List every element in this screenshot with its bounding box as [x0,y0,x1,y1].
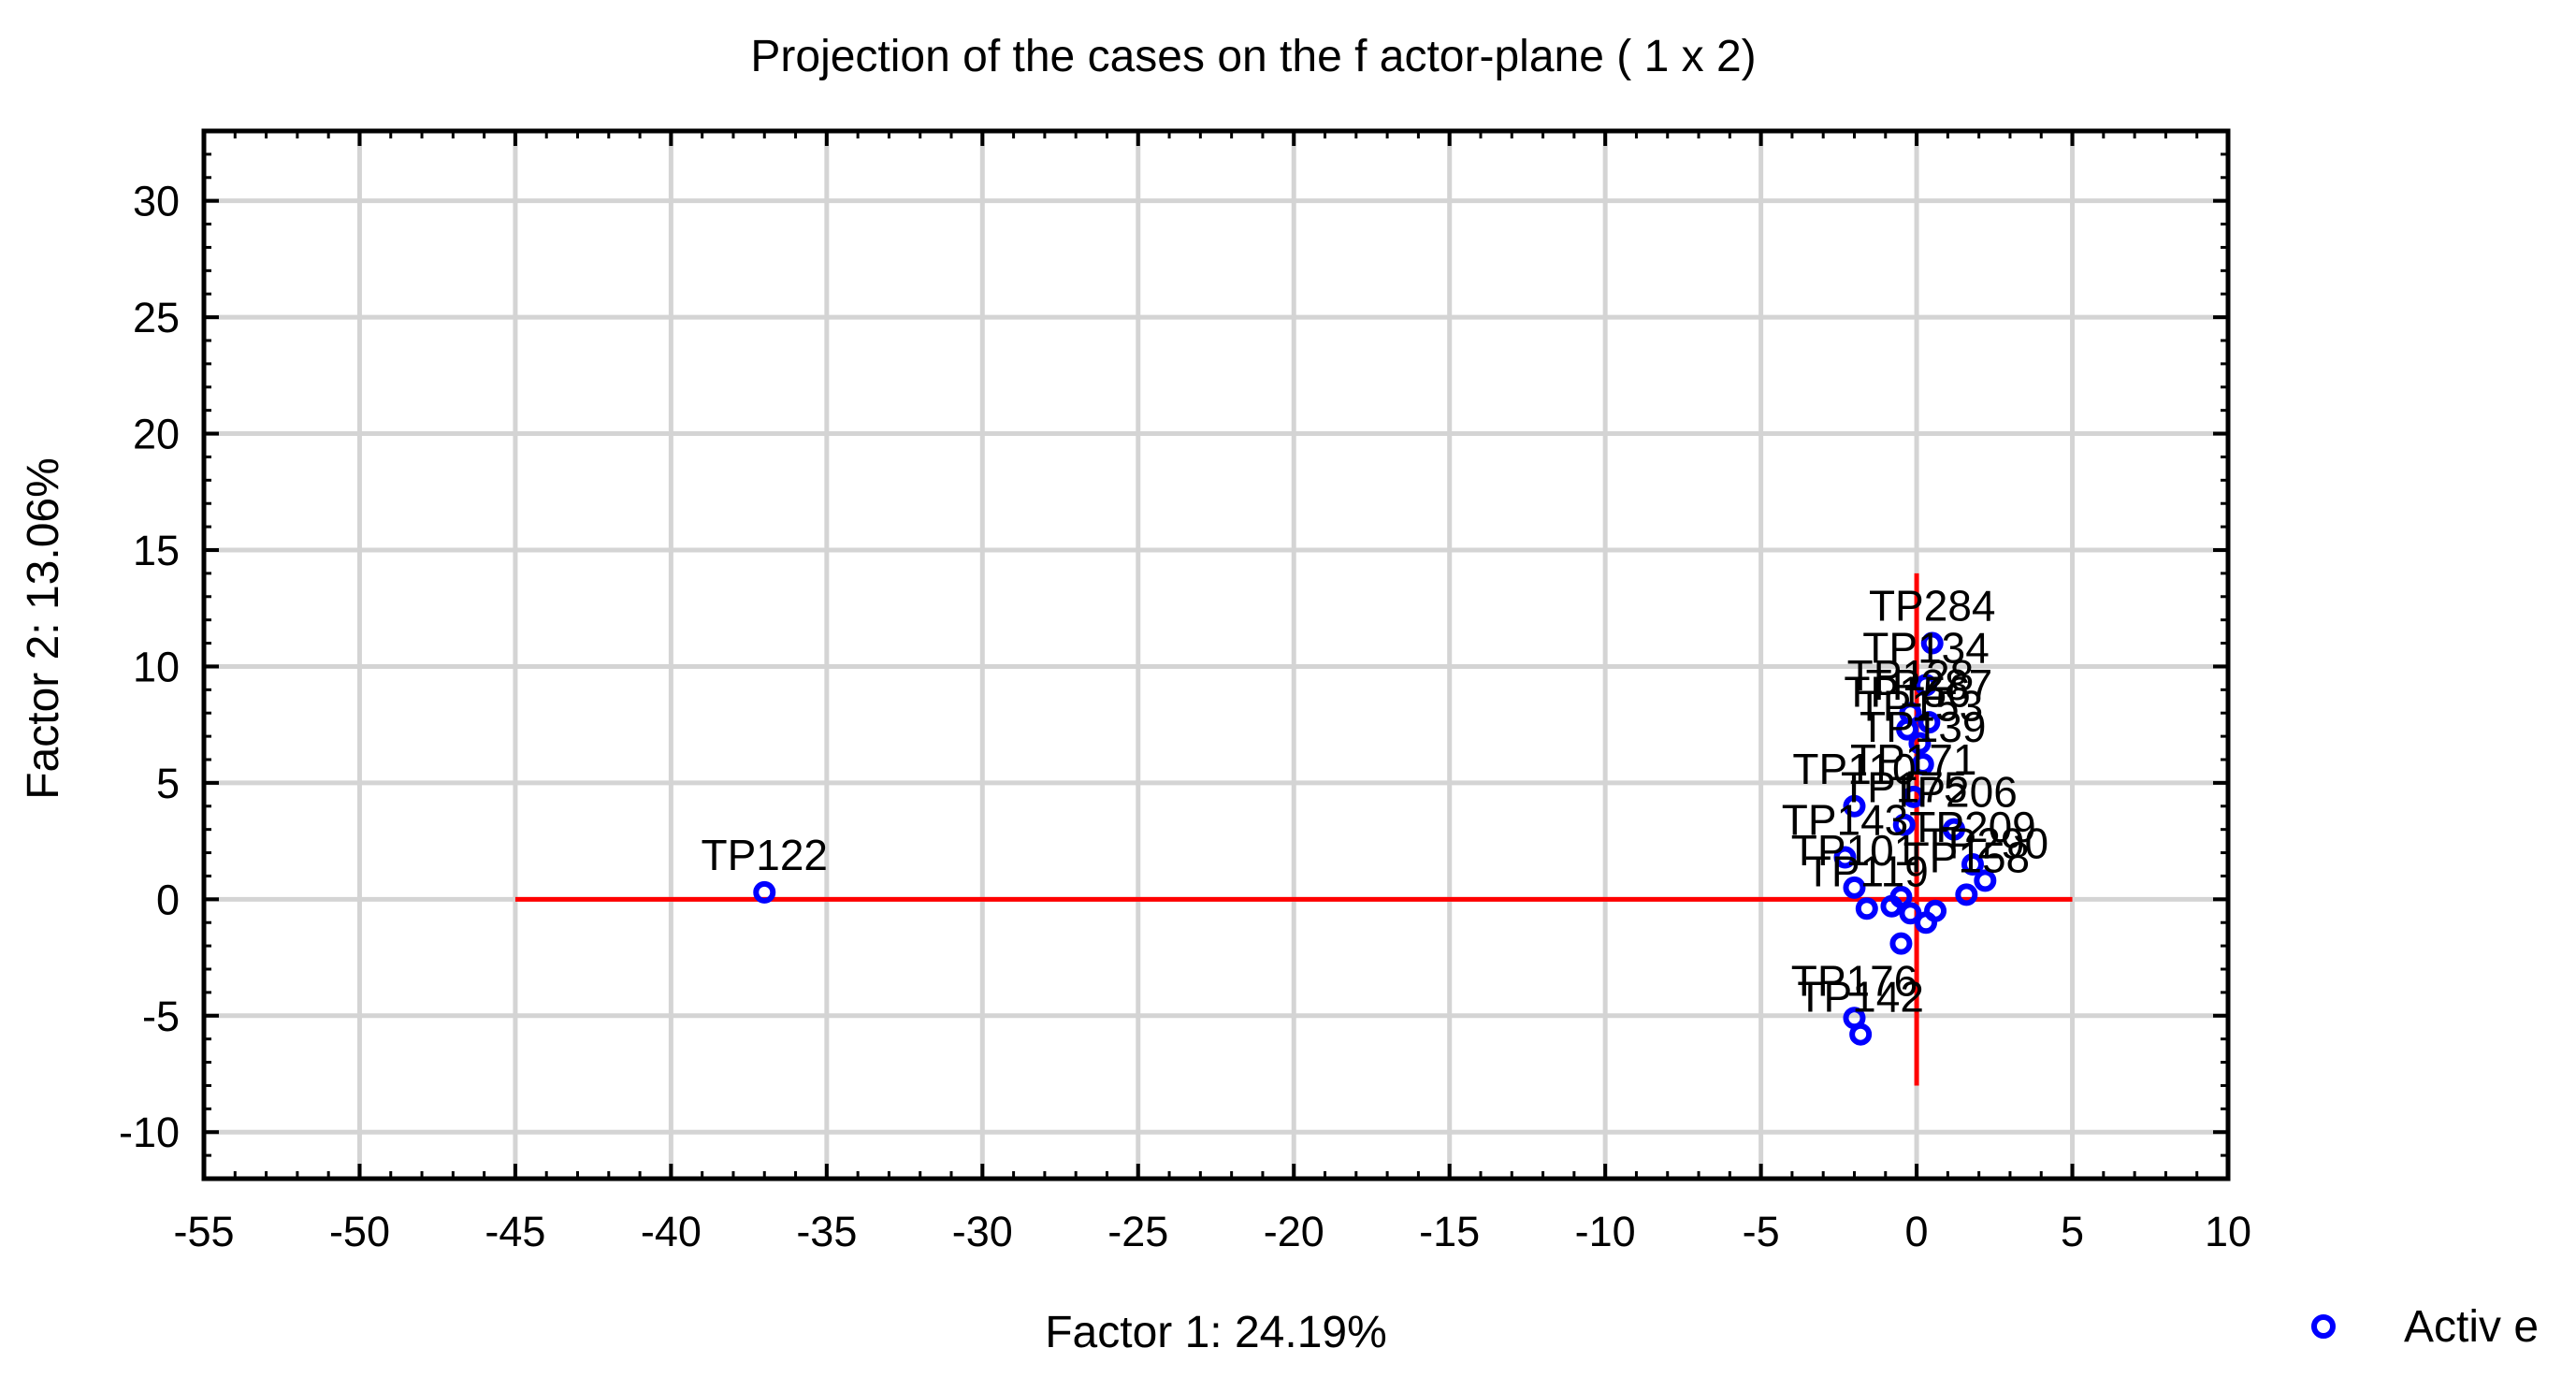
point-label: TP209 [1909,803,2036,851]
data-point [1908,732,1932,755]
y-tick-label: 15 [133,527,180,574]
point-label: TP175 [1841,763,1968,812]
y-tick-label: 10 [133,643,180,690]
point-label: TP156 [1844,668,1971,717]
x-tick-label: -45 [485,1208,545,1255]
x-tick-label: -50 [329,1208,390,1255]
data-point [1943,818,1966,841]
x-tick-label: -55 [173,1208,234,1255]
point-label: TP176 [1791,956,1918,1005]
data-point [1924,899,1947,922]
data-point [1889,932,1913,955]
data-point [1880,894,1903,918]
x-tick-label: 5 [2061,1208,2084,1255]
data-point [1918,711,1941,734]
legend-marker-active [2311,1314,2336,1339]
y-tick-label: 0 [156,876,180,923]
data-point [1961,853,1985,876]
point-label: TP122 [701,831,828,879]
y-axis-title: Factor 2: 13.06% [19,457,68,800]
point-label: TP171 [1850,735,1977,784]
y-tick-label: 5 [156,760,180,807]
data-point [1843,876,1866,899]
y-tick-label: 30 [133,178,180,225]
data-point [1955,883,1978,906]
point-label: TP142 [1797,973,1924,1022]
data-point [1896,717,1919,741]
x-tick-label: 0 [1905,1208,1929,1255]
point-label: TP101 [1791,826,1918,875]
point-label: TP143 [1782,796,1909,845]
y-tick-label: -10 [119,1109,180,1156]
x-tick-label: -40 [641,1208,702,1255]
data-point [1843,794,1866,818]
data-point [753,880,776,904]
chart-title: Projection of the cases on the f actor-p… [750,32,1756,81]
plot-frame [201,128,2231,1181]
point-label: TP134 [1862,623,1990,672]
point-label: TP128 [1847,651,1975,700]
x-tick-label: -30 [952,1208,1013,1255]
x-tick-label: -10 [1575,1208,1636,1255]
data-point [1920,631,1944,655]
data-point [1911,752,1934,775]
point-label: TP139 [1860,703,1987,751]
y-tick-label: 25 [133,294,180,341]
y-tick-label: -5 [142,993,180,1040]
x-tick-label: -25 [1107,1208,1168,1255]
point-label: TP110 [1792,745,1916,793]
x-tick-label: -5 [1743,1208,1780,1255]
point-label: TP158 [1903,833,2031,881]
point-label: TP153 [1857,682,1984,731]
y-tick-label: 20 [133,411,180,458]
legend-label-active: Activ e [2404,1302,2539,1352]
data-point [1899,902,1922,925]
data-point [1915,674,1938,697]
legend: Activ e [2311,1302,2539,1352]
data-point [1902,785,1925,808]
point-label: TP119 [1805,847,1929,895]
x-tick-label: -15 [1419,1208,1480,1255]
data-point [1849,1022,1873,1046]
point-label: TP206 [1890,768,2018,817]
data-point [1855,897,1878,920]
x-tick-label: -35 [796,1208,857,1255]
x-tick-label: -20 [1264,1208,1324,1255]
data-point [1974,869,1997,892]
point-label: TP290 [1922,819,2049,867]
point-label: TP284 [1869,582,1996,631]
x-tick-label: 10 [2205,1208,2251,1255]
data-point [1833,846,1857,869]
point-label: TP287 [1866,660,1993,709]
x-axis-title: Factor 1: 24.19% [1045,1308,1387,1357]
data-point [1892,813,1916,836]
